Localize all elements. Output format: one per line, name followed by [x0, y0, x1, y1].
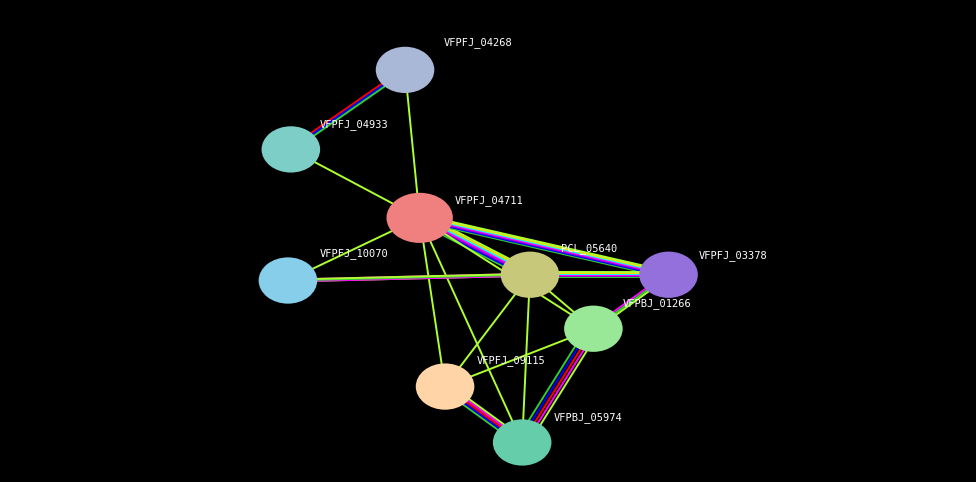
Text: VFPFJ_03378: VFPFJ_03378 — [699, 250, 767, 261]
Ellipse shape — [262, 126, 320, 173]
Text: VFPBJ_05974: VFPBJ_05974 — [553, 412, 622, 423]
Text: VFPFJ_09115: VFPFJ_09115 — [476, 355, 545, 366]
Ellipse shape — [564, 306, 623, 352]
Ellipse shape — [259, 257, 317, 304]
Text: VFPFJ_10070: VFPFJ_10070 — [320, 248, 388, 259]
Text: VFPFJ_04933: VFPFJ_04933 — [320, 119, 388, 130]
Text: VFPBJ_01266: VFPBJ_01266 — [623, 298, 691, 309]
Ellipse shape — [493, 419, 551, 466]
Ellipse shape — [501, 252, 559, 298]
Ellipse shape — [639, 252, 698, 298]
Ellipse shape — [386, 193, 453, 243]
Text: VFPFJ_04268: VFPFJ_04268 — [444, 37, 512, 48]
Text: VFPFJ_04711: VFPFJ_04711 — [455, 195, 523, 206]
Text: PCL_05640: PCL_05640 — [561, 243, 618, 254]
Ellipse shape — [376, 47, 434, 93]
Ellipse shape — [416, 363, 474, 410]
